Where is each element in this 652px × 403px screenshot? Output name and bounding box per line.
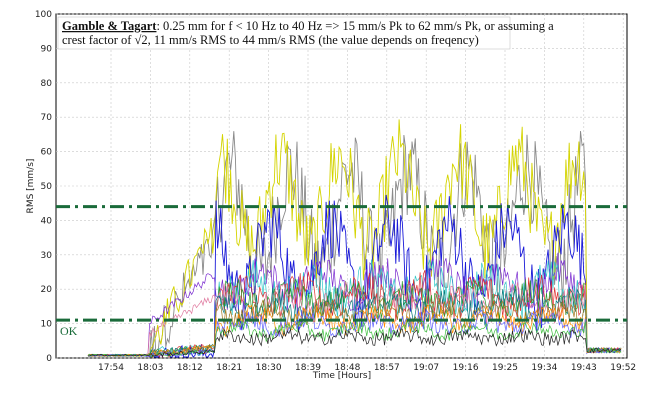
y-tick-label: 70 <box>41 113 53 123</box>
threshold-label: OK <box>60 324 78 338</box>
x-tick-label: 18:03 <box>137 363 163 373</box>
y-tick-label: 100 <box>35 10 52 20</box>
x-axis-label: Time [Hours] <box>312 371 371 381</box>
y-axis-label: RMS [mm/s] <box>26 159 36 214</box>
x-tick-label: 18:39 <box>295 363 321 373</box>
y-tick-label: 60 <box>41 148 53 158</box>
x-tick-label: 19:07 <box>413 363 439 373</box>
series-line <box>87 119 622 358</box>
annotation-line1-text: : 0.25 mm for f < 10 Hz to 40 Hz => 15 m… <box>156 19 554 33</box>
series-line <box>87 131 622 359</box>
y-tick-label: 40 <box>41 216 53 226</box>
y-tick-label: 0 <box>46 354 52 364</box>
y-tick-label: 30 <box>41 251 53 261</box>
threshold-layer: OK <box>56 205 627 338</box>
series-line <box>87 269 622 359</box>
x-tick-label: 19:43 <box>571 363 597 373</box>
x-tick-label: 18:21 <box>216 363 242 373</box>
annotation-bold: Gamble & Tagart <box>62 19 157 33</box>
y-ticks: 0 10 20 30 40 50 60 70 80 90 100 <box>35 10 52 364</box>
series-line <box>87 327 622 358</box>
y-tick-label: 50 <box>41 182 53 192</box>
series-layer <box>87 119 622 359</box>
x-tick-label: 18:57 <box>374 363 400 373</box>
x-tick-label: 19:16 <box>453 363 479 373</box>
y-tick-label: 80 <box>41 79 53 89</box>
y-tick-label: 20 <box>41 285 53 295</box>
annotation-line2: crest factor of √2, 11 mm/s RMS to 44 mm… <box>62 33 479 47</box>
x-tick-label: 19:52 <box>610 363 636 373</box>
series-line <box>87 278 622 358</box>
x-tick-label: 19:34 <box>531 363 557 373</box>
annotation-box <box>57 16 511 50</box>
x-ticks: 17:54 18:03 18:12 18:21 18:30 18:39 18:48 18:57… <box>98 363 636 373</box>
series-line <box>87 304 622 357</box>
series-line <box>87 319 622 358</box>
x-tick-label: 18:30 <box>256 363 282 373</box>
annotation-line1: Gamble & Tagart: 0.25 mm for f < 10 Hz t… <box>62 19 554 33</box>
y-tick-label: 90 <box>41 44 53 54</box>
x-tick-label: 19:25 <box>492 363 518 373</box>
y-tick-label: 10 <box>41 320 53 330</box>
x-tick-label: 18:12 <box>177 363 203 373</box>
x-tick-label: 18:48 <box>334 363 360 373</box>
series-line <box>87 280 622 357</box>
x-tick-label: 17:54 <box>98 363 124 373</box>
